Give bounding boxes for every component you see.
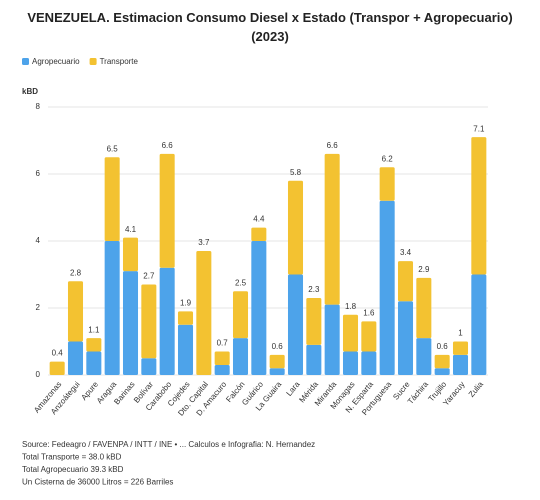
bar-segment xyxy=(471,274,487,375)
legend-label: Transporte xyxy=(100,57,139,66)
bar-segment xyxy=(141,358,157,375)
bar-segment xyxy=(471,137,487,275)
bar-segment xyxy=(397,301,414,375)
bar-segment xyxy=(214,351,230,365)
x-tick-label: Táchira xyxy=(406,379,430,406)
y-axis-label: kBD xyxy=(22,87,38,96)
bar-segment xyxy=(141,284,157,359)
bar-segment xyxy=(251,241,267,375)
bar-segment xyxy=(361,351,377,375)
bar-segment xyxy=(122,271,139,375)
y-tick-label: 6 xyxy=(36,169,41,178)
total-label: 1.9 xyxy=(180,298,192,307)
total-label: 3.4 xyxy=(400,248,412,257)
footnote: Source: Fedeagro / FAVENPA / INTT / INE … xyxy=(22,440,315,449)
total-label: 0.6 xyxy=(437,342,449,351)
bar-segment xyxy=(342,351,359,375)
bar-segment xyxy=(361,321,377,352)
bar-segment xyxy=(232,338,249,375)
bar-segment xyxy=(324,304,340,375)
bar-segment xyxy=(397,261,414,302)
bar-segment xyxy=(104,241,120,375)
bar-segment xyxy=(287,274,304,375)
bar-segment xyxy=(342,314,359,352)
bar-segment xyxy=(86,351,102,375)
bar-segment xyxy=(379,200,395,375)
total-label: 1.1 xyxy=(88,325,100,334)
bar-segment xyxy=(324,153,340,305)
total-label: 0.6 xyxy=(272,342,284,351)
total-label: 6.6 xyxy=(162,141,174,150)
bar-segment xyxy=(86,338,102,352)
bar-segment xyxy=(269,354,285,369)
y-tick-label: 8 xyxy=(36,102,41,111)
total-label: 2.7 xyxy=(143,272,155,281)
y-tick-label: 2 xyxy=(36,303,41,312)
total-label: 1 xyxy=(458,329,463,338)
bar-segment xyxy=(416,277,432,339)
x-tick-label: Zulia xyxy=(467,379,485,398)
bar-segment xyxy=(452,354,469,375)
bar-segment xyxy=(196,251,212,375)
bar-segment xyxy=(434,354,450,369)
total-label: 0.4 xyxy=(52,349,64,358)
bar-segment xyxy=(251,227,267,241)
bar-segment xyxy=(49,361,65,375)
bar-segment xyxy=(159,267,175,375)
bar-segment xyxy=(104,157,120,241)
bar-segment xyxy=(122,237,139,272)
bar-segment xyxy=(379,167,395,201)
bar-segment xyxy=(177,311,194,325)
bar-segment xyxy=(232,291,249,339)
bar-segment xyxy=(306,344,322,375)
total-label: 1.6 xyxy=(363,309,375,318)
bar-segment xyxy=(287,180,304,275)
bar-segment xyxy=(306,297,322,345)
total-label: 2.3 xyxy=(308,285,320,294)
y-tick-label: 0 xyxy=(36,370,41,379)
total-label: 2.5 xyxy=(235,278,247,287)
total-label: 6.2 xyxy=(382,154,394,163)
total-label: 3.7 xyxy=(198,238,210,247)
bar-segment xyxy=(159,153,175,268)
footnote: Total Transporte = 38.0 kBD xyxy=(22,453,122,462)
total-label: 7.1 xyxy=(473,124,485,133)
total-label: 5.8 xyxy=(290,168,302,177)
bar-segment xyxy=(416,338,432,375)
footnote: Un Cisterna de 36000 Litros = 226 Barril… xyxy=(22,478,173,487)
total-label: 4.1 xyxy=(125,225,137,234)
bar-segment xyxy=(67,281,84,342)
y-tick-label: 4 xyxy=(36,236,41,245)
footnote: Total Agropecuario 39.3 kBD xyxy=(22,465,124,474)
total-label: 0.7 xyxy=(217,339,229,348)
total-label: 2.9 xyxy=(418,265,430,274)
legend-label: Agropecuario xyxy=(32,57,80,66)
total-label: 4.4 xyxy=(253,215,265,224)
bar-segment xyxy=(434,368,450,375)
total-label: 1.8 xyxy=(345,302,357,311)
bar-segment xyxy=(177,324,194,375)
bar-segment xyxy=(214,364,230,375)
total-label: 6.6 xyxy=(327,141,339,150)
total-label: 6.5 xyxy=(107,144,119,153)
legend-swatch xyxy=(22,58,29,65)
legend-swatch xyxy=(89,58,97,65)
total-label: 2.8 xyxy=(70,268,82,277)
bar-segment xyxy=(67,341,84,375)
chart-title: VENEZUELA. Estimacion Consumo Diesel x E… xyxy=(27,10,513,44)
bar-segment xyxy=(269,368,285,375)
bar-segment xyxy=(452,341,469,355)
